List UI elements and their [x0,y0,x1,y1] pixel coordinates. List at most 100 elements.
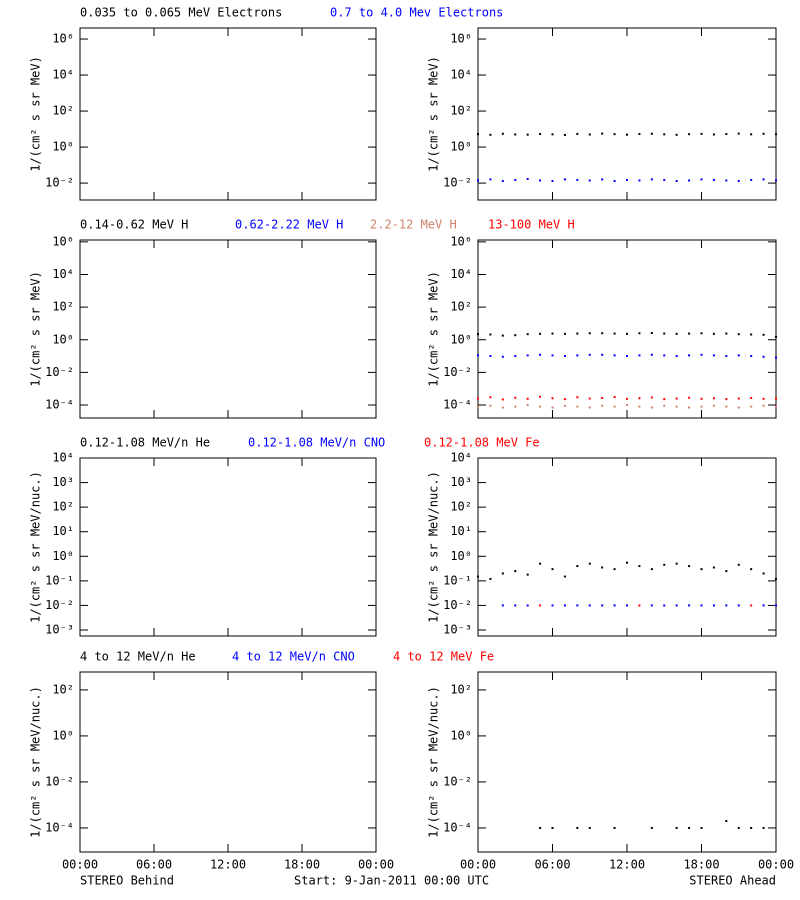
y-tick-label: 10¹ [450,524,472,538]
data-point [750,826,753,829]
data-point [576,332,579,335]
data-point [650,396,653,399]
y-tick-label: 10² [52,300,74,314]
data-point [501,180,504,183]
y-tick-label: 10² [52,104,74,118]
data-point [551,568,554,571]
data-point [477,133,479,136]
y-tick-label: 10⁻⁴ [443,398,472,412]
data-point [650,568,653,571]
x-tick-label: 00:00 [358,858,394,872]
y-tick-label: 10⁴ [450,267,472,281]
data-point [489,396,492,399]
data-point [551,133,554,136]
data-point [638,179,641,182]
data-point [725,570,728,573]
y-tick-label: 10⁰ [52,332,74,346]
data-point [663,354,666,357]
data-point [650,604,653,607]
data-point [675,604,678,607]
data-point [626,397,628,400]
y-tick-label: 10⁻² [45,774,74,788]
data-point [539,353,542,356]
data-point [675,355,678,358]
data-point [588,133,591,136]
y-axis-label: 1/(cm² s sr MeV) [29,271,43,387]
data-point [688,604,691,607]
data-point [675,562,678,565]
data-point [489,133,492,136]
data-point [775,397,777,400]
data-point [762,604,765,607]
y-tick-label: 10⁻² [443,176,472,190]
y-tick-label: 10⁰ [52,549,74,563]
x-tick-label: 18:00 [683,858,719,872]
data-point [762,178,765,181]
y-tick-label: 10² [450,300,472,314]
data-point [526,333,529,336]
y-tick-label: 10¹ [52,524,74,538]
data-point [477,333,479,336]
data-point [576,178,579,181]
y-axis-label: 1/(cm² s sr MeV) [427,56,441,172]
data-point [700,132,703,135]
y-tick-label: 10² [450,500,472,514]
legend-label: 0.035 to 0.065 MeV Electrons [80,6,282,20]
data-point [489,178,492,181]
data-point [712,566,715,569]
y-tick-label: 10² [52,682,74,696]
data-point [489,577,492,580]
data-point [613,133,616,136]
data-point [750,568,753,571]
x-tick-label: 00:00 [460,858,496,872]
data-point [514,178,517,181]
data-point [663,178,666,181]
y-tick-label: 10⁻⁴ [45,398,74,412]
data-point [712,404,715,407]
data-point [601,404,604,407]
y-tick-label: 10⁻¹ [45,573,74,587]
data-point [663,404,666,407]
data-point [750,396,753,399]
y-tick-label: 10⁴ [52,451,74,465]
y-tick-label: 10³ [450,475,472,489]
y-tick-label: 10⁻² [45,176,74,190]
y-tick-label: 10⁰ [450,549,472,563]
data-point [489,404,492,407]
y-tick-label: 10⁴ [450,68,472,82]
data-point [613,568,616,571]
data-point [588,826,591,829]
data-point [650,132,653,135]
data-point [551,397,554,400]
data-point [588,562,591,565]
data-point [675,405,678,408]
y-tick-label: 10⁻² [45,365,74,379]
data-point [601,604,604,607]
y-axis-label: 1/(cm² s sr MeV) [29,56,43,172]
data-point [501,572,504,575]
data-point [514,604,517,607]
data-point [489,355,492,358]
data-point [700,178,703,181]
data-point [675,180,678,183]
plot-frame [79,27,377,201]
data-point [700,332,703,335]
x-tick-label: 12:00 [609,858,645,872]
data-point [638,133,641,136]
legend-label: 0.12-1.08 MeV Fe [424,436,540,450]
legend-label: 2.2-12 MeV H [370,218,457,232]
y-tick-label: 10⁻² [443,598,472,612]
data-point [762,397,765,400]
data-point [725,604,728,607]
data-point [638,397,641,400]
data-point [688,565,691,568]
data-point [663,332,666,335]
plot-frame [79,671,377,853]
y-axis-label: 1/(cm² s sr MeV/nuc.) [427,686,441,838]
data-point [750,604,753,607]
data-point [650,331,653,334]
data-point [712,604,715,607]
data-point [588,179,591,182]
y-tick-label: 10⁴ [52,267,74,281]
